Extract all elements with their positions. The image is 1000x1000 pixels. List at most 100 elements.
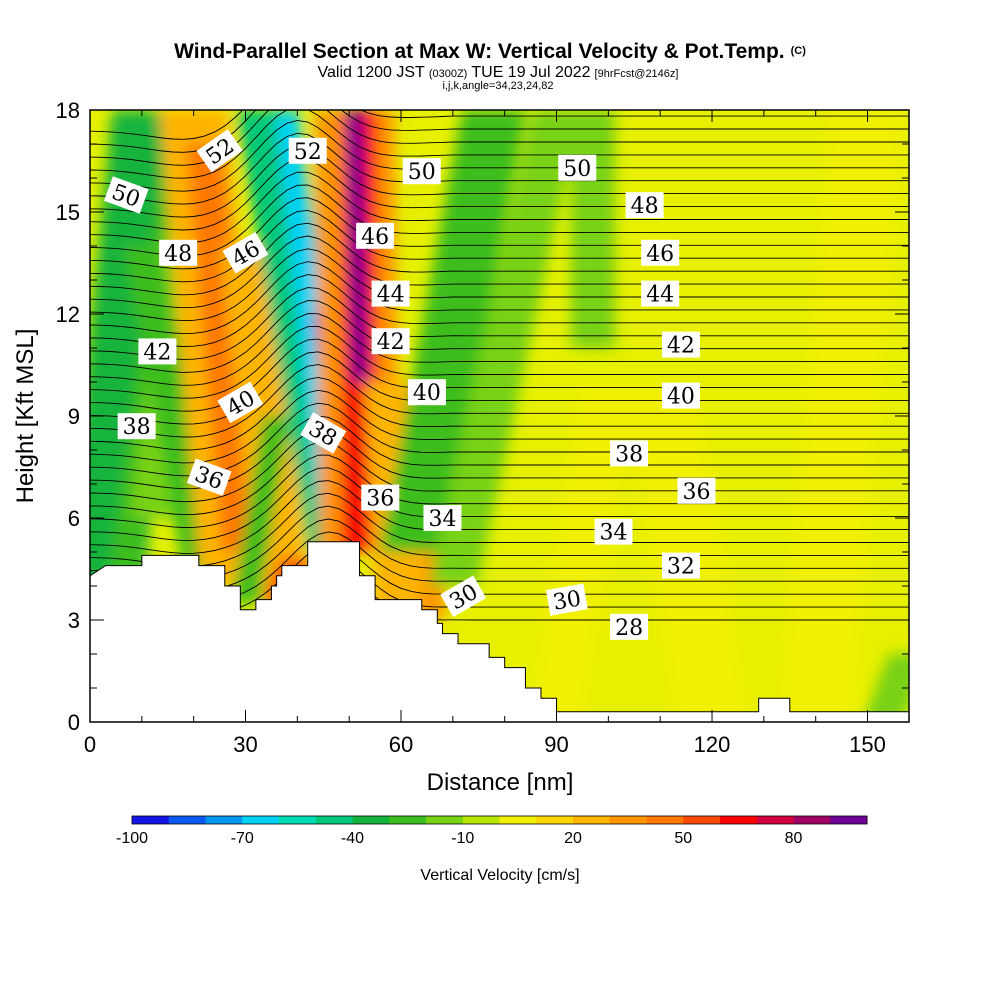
theta-contour-line [90,274,909,347]
colorbar-swatch [756,816,794,824]
colorbar-label: Vertical Velocity [cm/s] [420,867,579,884]
contour-label: 34 [594,518,633,546]
colorbar-tick-label: -40 [341,830,364,847]
velocity-band [570,110,615,348]
colorbar-swatch [279,816,317,824]
theta-contour-line [90,197,909,270]
contour-label-text: 38 [615,442,643,467]
colorbar-swatch [352,816,390,824]
theta-contour-line [90,480,909,554]
colorbar-swatch [389,816,427,824]
contour-label-bg [677,477,716,504]
contour-label-bg [222,232,269,274]
colorbar-swatch [168,816,206,824]
contour-label-text: 42 [377,330,405,355]
theta-contour-line [90,376,909,451]
contour-label-bg [103,176,149,214]
contour-label-bg [159,239,198,266]
theta-contour-line [90,287,909,360]
contour-label-bg [117,413,156,440]
theta-contour-line [90,505,909,580]
contour-label: 48 [159,239,198,267]
contour-label-text: 48 [164,242,192,267]
contour-label-text: 36 [366,487,394,512]
contour-label-text: 40 [413,381,441,406]
colorbar-swatch [536,816,574,824]
contour-label-bg [288,137,327,164]
contour-label: 38 [117,413,156,440]
contour-label-text: 42 [667,334,695,359]
contour-label-bg [361,484,400,511]
contour-label-bg [641,239,680,266]
colorbar-swatch [315,816,353,824]
colorbar: -100 -70 -40 -10 20 50 80 [116,815,868,847]
velocity-band [186,144,259,552]
contour-label: 28 [610,613,649,641]
contour-label-text: 46 [361,225,389,250]
x-tick-label: 90 [544,732,568,757]
x-tick-label: 30 [233,732,257,757]
contour-label: 46 [356,222,395,250]
theta-contour-line [90,158,909,231]
contour-label-bg [402,158,441,185]
contour-label-bg [371,328,410,355]
contour-label-bg [594,518,633,545]
theta-contour-line [90,110,909,140]
colorbar-swatch [683,816,721,824]
theta-contour-line [90,184,909,257]
colorbar-tick-label: 20 [564,830,582,847]
theta-contour-line [90,454,909,528]
y-tick-label: 9 [68,404,80,429]
contour-label-text: 48 [631,194,659,219]
contour-label: 40 [407,379,446,406]
colorbar-tick-label: 80 [785,830,803,847]
contour-label-text: 40 [667,385,695,410]
contour-label-bg [661,382,700,409]
contour-label-bg [545,583,588,616]
colorbar-swatch [132,816,170,824]
contour-label-bg [641,280,680,307]
contour-label: 52 [288,137,327,165]
contour-label: 46 [641,239,680,267]
contour-label: 42 [661,331,700,359]
x-tick-label: 0 [84,732,96,757]
x-axis-label: Distance [nm] [427,769,574,796]
contour-label-bg [661,552,700,579]
theta-contour-line [90,428,909,503]
chart-subtitle: Valid 1200 JST (0300Z) TUE 19 Jul 2022 [9hr… [318,64,679,81]
contour-label: 36 [361,484,400,512]
contour-label-bg [423,505,462,531]
theta-contour-line [90,248,909,322]
y-tick-label: 15 [56,200,80,225]
contour-label: 50 [558,154,597,182]
theta-contour-line [90,110,909,179]
theta-contour-line [90,145,909,218]
theta-contour-line [90,261,909,335]
contour-label-bg [440,575,487,617]
x-tick-label: 60 [389,732,413,757]
contour-label-text: 46 [646,242,674,267]
contour-label: 34 [423,505,462,532]
theta-contour-line [90,209,909,283]
contour-label: 44 [641,280,680,308]
contour-label-bg [300,412,347,454]
theta-contour-line [90,300,909,373]
contour-label-text: 30 [551,586,583,615]
contour-label-bg [138,338,177,365]
contour-label: 50 [402,158,441,185]
contour-label-bg [610,440,649,467]
velocity-band [379,110,527,552]
contour-label: 42 [138,338,177,365]
velocity-band [231,416,291,603]
velocity-band [775,110,908,722]
contour-label-bg [371,280,410,307]
colorbar-swatch [499,816,537,824]
theta-contour-line [90,132,909,205]
colorbar-swatch [646,816,684,824]
y-tick-label: 18 [56,98,80,123]
contour-label-text: 44 [377,283,405,308]
title-mark: (C) [791,45,807,57]
contour-label-text: 34 [600,521,628,546]
